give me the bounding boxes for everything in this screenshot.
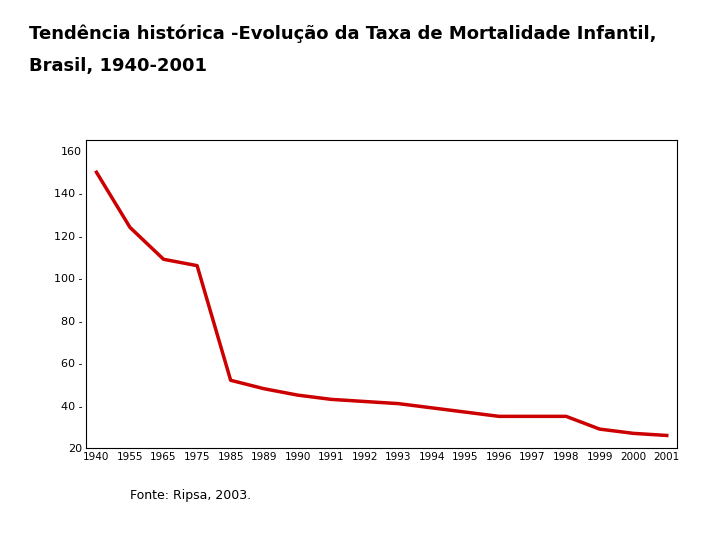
Text: Tendência histórica -Evolução da Taxa de Mortalidade Infantil,: Tendência histórica -Evolução da Taxa de… bbox=[29, 24, 657, 43]
Text: Brasil, 1940-2001: Brasil, 1940-2001 bbox=[29, 57, 207, 75]
Text: Fonte: Ripsa, 2003.: Fonte: Ripsa, 2003. bbox=[130, 489, 251, 502]
